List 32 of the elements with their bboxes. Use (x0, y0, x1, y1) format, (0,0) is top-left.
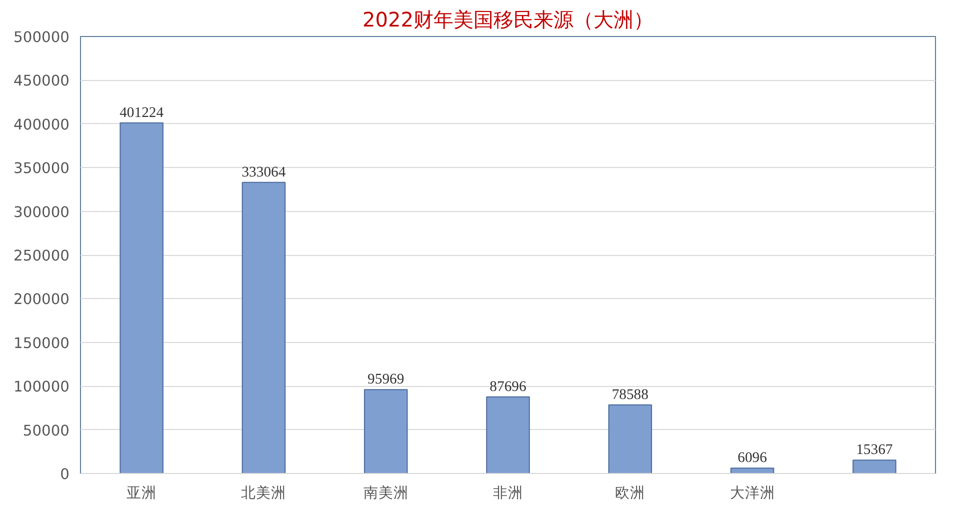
x-tick-label: 南美洲 (363, 484, 408, 502)
bar (242, 182, 286, 474)
y-tick-label: 400000 (14, 116, 70, 134)
x-tick-label: 欧洲 (615, 484, 646, 502)
bar (608, 404, 652, 474)
data-label: 401224 (120, 104, 164, 121)
y-tick-label: 500000 (14, 29, 70, 46)
data-label: 78588 (612, 386, 648, 403)
y-tick-label: 350000 (14, 160, 70, 178)
chart-title: 2022财年美国移民来源（大洲） (362, 8, 654, 32)
x-tick-label: 大洋洲 (730, 484, 775, 502)
y-tick-label: 50000 (22, 422, 70, 440)
x-tick-label: 北美洲 (241, 484, 286, 502)
bar (486, 396, 530, 474)
y-tick-label: 150000 (14, 334, 70, 352)
y-tick-label: 100000 (14, 378, 70, 396)
data-label: 333064 (242, 164, 286, 180)
y-tick-label: 200000 (14, 291, 70, 308)
y-tick-label: 300000 (14, 204, 70, 221)
bar (364, 389, 408, 474)
data-label: 6096 (738, 450, 767, 466)
x-tick-label: 亚洲 (126, 484, 157, 502)
x-tick-label: 非洲 (493, 484, 523, 502)
data-label: 87696 (490, 378, 526, 395)
bar (852, 460, 896, 474)
y-tick-label: 450000 (14, 72, 70, 90)
data-label: 95969 (368, 372, 404, 388)
bar (120, 122, 164, 474)
data-label: 15367 (856, 442, 893, 458)
y-tick-label: 0 (60, 466, 70, 483)
bar (730, 468, 774, 474)
y-tick-label: 250000 (14, 248, 70, 264)
